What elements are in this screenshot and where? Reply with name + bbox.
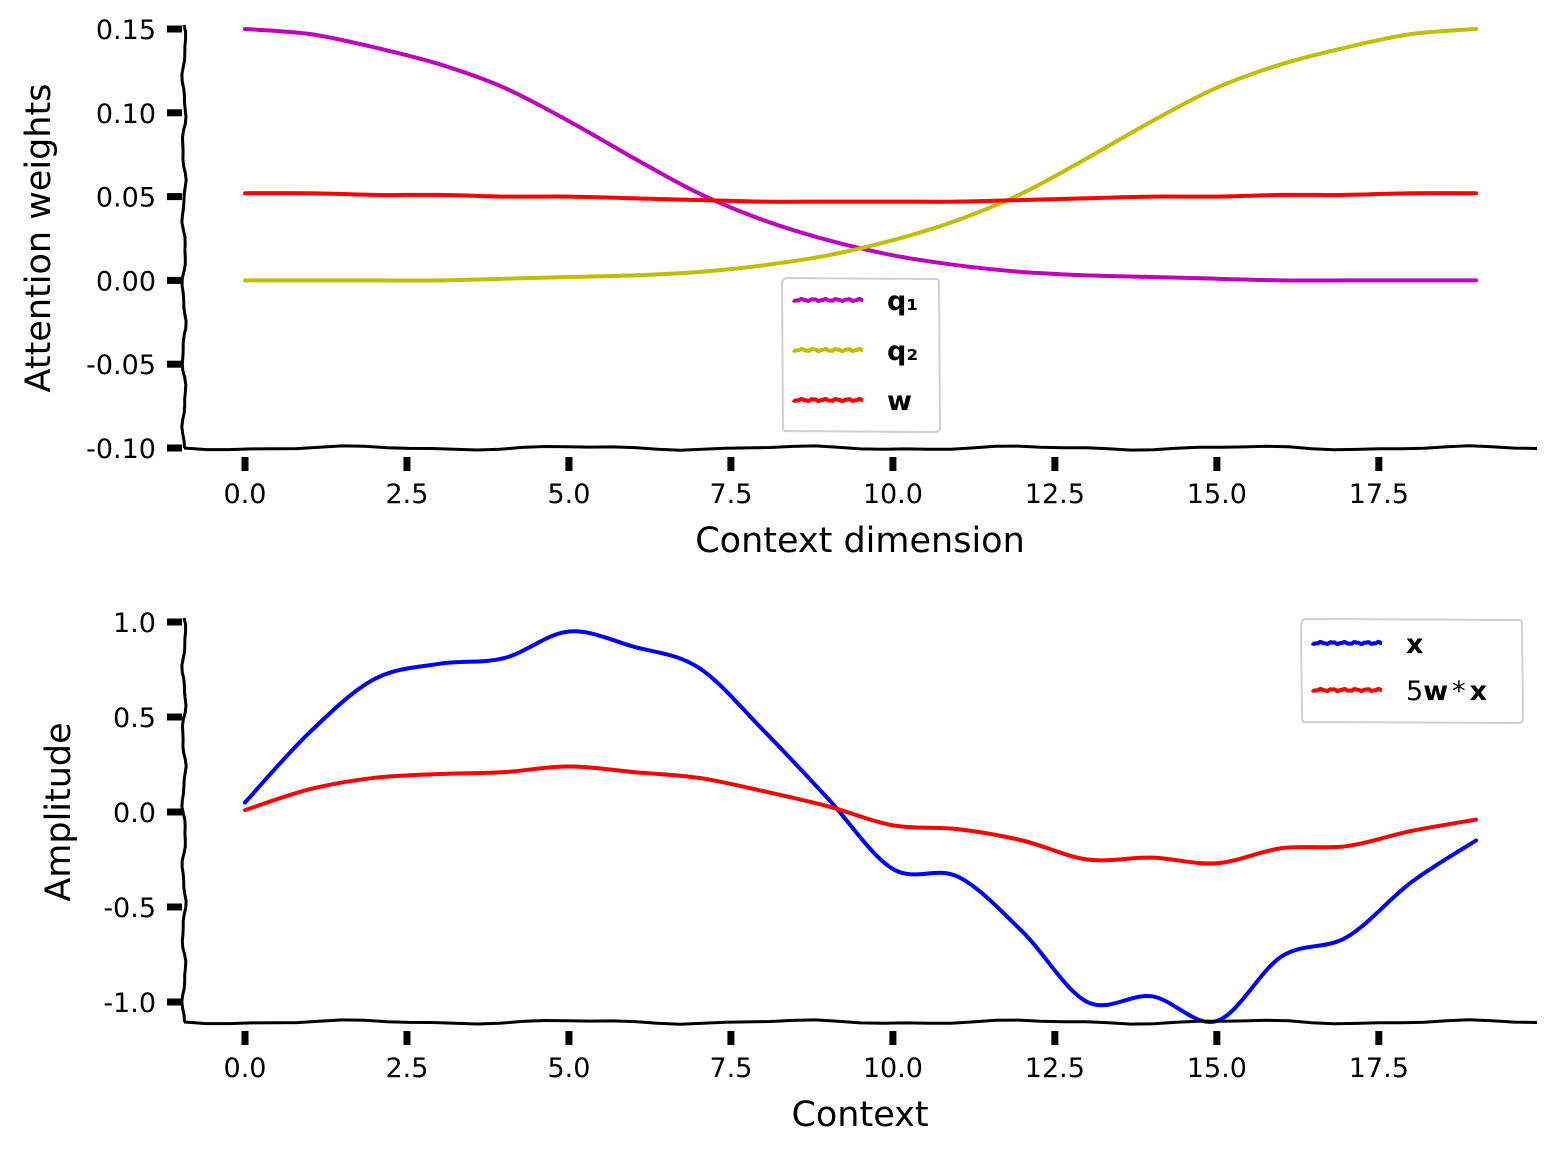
x-tick-label: 7.5 [709,479,752,510]
y-tick-label: 1.0 [113,608,156,639]
y-tick-label: 0.10 [96,99,156,130]
x-tick-label: 10.0 [863,1053,923,1084]
attention-y-axis-label: Attention weights [19,84,59,393]
legend-swatch [1310,639,1383,647]
y-tick-label: 0.05 [96,183,156,214]
legend-label: q₂ [887,336,918,367]
amplitude-chart: -1.0 -0.5 0.0 0.5 1.0 0.0 2.5 5.0 7.5 10.0 12.5 15.… [39,608,1538,1135]
y-tick-label: 0.5 [113,703,156,734]
amplitude-series-layer [243,629,1478,1025]
x-axis-spine [183,444,1538,452]
legend-swatch [791,396,864,404]
attention-legend: q₁ q₂ w [780,276,942,434]
x-tick-label: 2.5 [385,479,428,510]
legend-label: q₁ [887,286,918,317]
x-axis-spine [183,1018,1538,1026]
x-tick-label: 15.0 [1187,1053,1247,1084]
x-tick-label: 5.0 [547,479,590,510]
y-tick-label: -1.0 [103,988,156,1019]
y-tick-label: 0.00 [96,266,156,297]
amplitude-x-axis-label: Context [791,1095,928,1135]
legend-label: x [1406,629,1423,660]
x-tick-label: 12.5 [1025,1053,1085,1084]
series-line-x [243,629,1478,1025]
legend-label: 5w * x [1406,676,1487,707]
x-tick-label: 2.5 [385,1053,428,1084]
attention-x-axis-label: Context dimension [695,521,1025,561]
attention-axes: -0.10 -0.05 0.00 0.05 0.10 0.15 0.0 2.5 5.0 7.5 10… [86,15,1538,510]
x-tick-label: 0.0 [224,479,267,510]
y-axis-spine [180,24,188,449]
y-tick-label: -0.10 [86,434,156,465]
y-tick-label: -0.05 [86,350,156,381]
x-tick-label: 15.0 [1187,479,1247,510]
legend-box [780,276,942,434]
y-tick-label: -0.5 [103,893,156,924]
series-line-q1 [243,27,1478,283]
legend-swatch [791,296,864,304]
x-tick-label: 12.5 [1025,479,1085,510]
x-tick-label: 0.0 [224,1053,267,1084]
y-tick-label: 0.0 [113,798,156,829]
attention-series-layer [243,27,1478,283]
y-axis-spine [180,617,188,1023]
amplitude-axes: -1.0 -0.5 0.0 0.5 1.0 0.0 2.5 5.0 7.5 10.0 12.5 15.… [103,608,1538,1084]
series-line-w [243,191,1478,204]
legend-label: w [887,386,912,417]
legend-swatch [791,346,864,354]
x-tick-label: 5.0 [547,1053,590,1084]
attention-weights-chart: -0.10 -0.05 0.00 0.05 0.10 0.15 0.0 2.5 5.0 7.5 10… [19,15,1538,561]
x-tick-label: 17.5 [1349,479,1409,510]
x-tick-label: 17.5 [1349,1053,1409,1084]
x-tick-label: 7.5 [709,1053,752,1084]
amplitude-legend: x 5w * x [1299,617,1525,725]
amplitude-y-axis-label: Amplitude [39,722,79,901]
y-tick-label: 0.15 [96,15,156,46]
series-line-q2 [243,27,1478,283]
series-line-5wx [243,764,1478,866]
x-tick-label: 10.0 [863,479,923,510]
legend-box [1299,617,1525,725]
legend-swatch [1310,686,1383,694]
